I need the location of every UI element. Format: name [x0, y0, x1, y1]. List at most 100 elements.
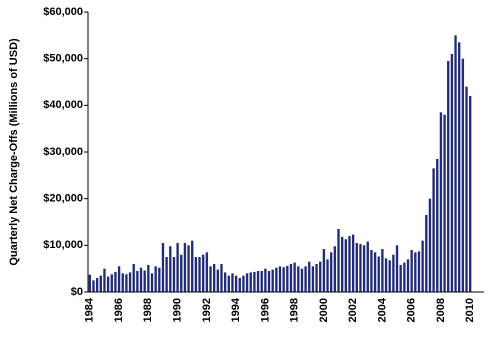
- x-tick-label: 1990: [172, 298, 184, 322]
- bar: [158, 267, 161, 292]
- bar: [183, 243, 187, 292]
- x-tick-label: 2002: [347, 298, 359, 322]
- bar: [330, 252, 333, 292]
- bar: [99, 275, 102, 292]
- bar: [454, 35, 457, 292]
- bar: [245, 273, 249, 292]
- x-tick-label: 2008: [435, 298, 447, 322]
- bar: [436, 159, 439, 292]
- bar: [458, 42, 461, 293]
- bar: [293, 262, 296, 292]
- bar: [322, 249, 326, 292]
- bar: [227, 275, 230, 292]
- bar: [395, 245, 399, 292]
- x-tick-label: 2010: [464, 298, 476, 322]
- x-tick-label: 1984: [84, 297, 96, 322]
- y-tick-label: $60,000: [43, 6, 83, 18]
- x-tick-label: 1994: [230, 297, 242, 322]
- bar: [132, 264, 135, 292]
- bar: [165, 257, 168, 292]
- bar: [333, 246, 337, 292]
- x-tick-label: 2006: [406, 298, 418, 322]
- bar: [326, 259, 329, 292]
- bar: [297, 266, 300, 292]
- x-tick-label: 1988: [142, 298, 154, 322]
- bar: [194, 257, 198, 292]
- bar: [432, 168, 435, 292]
- x-tick-label: 1996: [259, 298, 271, 322]
- bar: [388, 260, 391, 292]
- bar: [264, 268, 267, 292]
- bar: [231, 273, 234, 292]
- y-tick-label: $50,000: [43, 53, 83, 65]
- bar: [187, 245, 190, 292]
- bar: [114, 271, 117, 292]
- bar: [147, 264, 150, 292]
- bar: [216, 269, 219, 292]
- bar: [150, 273, 154, 292]
- bar: [88, 274, 91, 292]
- y-tick-label: $20,000: [43, 193, 83, 205]
- bar: [121, 273, 124, 292]
- bar: [223, 272, 227, 292]
- bar: [180, 254, 183, 292]
- bar: [315, 264, 318, 292]
- bar: [282, 267, 285, 292]
- bar: [300, 268, 304, 292]
- bar: [447, 61, 450, 292]
- bar: [176, 243, 179, 292]
- bar: [399, 264, 402, 292]
- bar: [439, 112, 443, 292]
- y-tick-label: $0: [71, 286, 83, 298]
- bar: [465, 86, 468, 293]
- x-tick-label: 1998: [289, 298, 301, 322]
- bar: [110, 274, 113, 292]
- bar: [136, 271, 139, 292]
- bar: [425, 215, 428, 292]
- bar: [271, 269, 274, 292]
- bar: [139, 267, 143, 292]
- y-tick-label: $30,000: [43, 146, 83, 158]
- bar: [377, 256, 380, 292]
- bar: [125, 274, 128, 292]
- bar: [359, 243, 362, 292]
- bar: [103, 268, 106, 292]
- bar: [234, 275, 238, 292]
- bar: [403, 262, 406, 292]
- bar: [381, 249, 384, 292]
- bar: [392, 254, 395, 292]
- bar: [344, 239, 347, 292]
- bar: [191, 240, 194, 292]
- bar: [143, 270, 146, 292]
- bar: [414, 252, 417, 292]
- bar: [308, 261, 311, 292]
- bar: [275, 267, 278, 292]
- bar: [267, 271, 271, 292]
- bar: [289, 264, 293, 292]
- bar: [253, 271, 256, 292]
- bar: [370, 250, 373, 292]
- bar: [260, 271, 263, 292]
- bar: [351, 234, 355, 292]
- x-tick-label: 1992: [201, 298, 213, 322]
- bar: [92, 280, 95, 292]
- bar: [304, 266, 307, 292]
- bar: [450, 54, 454, 292]
- bar: [417, 251, 421, 292]
- bar: [319, 261, 322, 292]
- x-tick-label: 1986: [113, 298, 125, 322]
- bar: [348, 236, 351, 292]
- bar: [443, 114, 446, 293]
- bar: [209, 266, 212, 292]
- bar: [461, 58, 465, 292]
- bar: [117, 266, 121, 292]
- bar: [172, 257, 176, 292]
- bar: [341, 236, 344, 292]
- bar: [205, 252, 209, 292]
- y-tick-label: $40,000: [43, 99, 83, 111]
- bar: [366, 241, 369, 292]
- bar: [421, 240, 424, 292]
- bar: [406, 259, 410, 292]
- bar: [220, 264, 223, 292]
- bar: [373, 252, 377, 292]
